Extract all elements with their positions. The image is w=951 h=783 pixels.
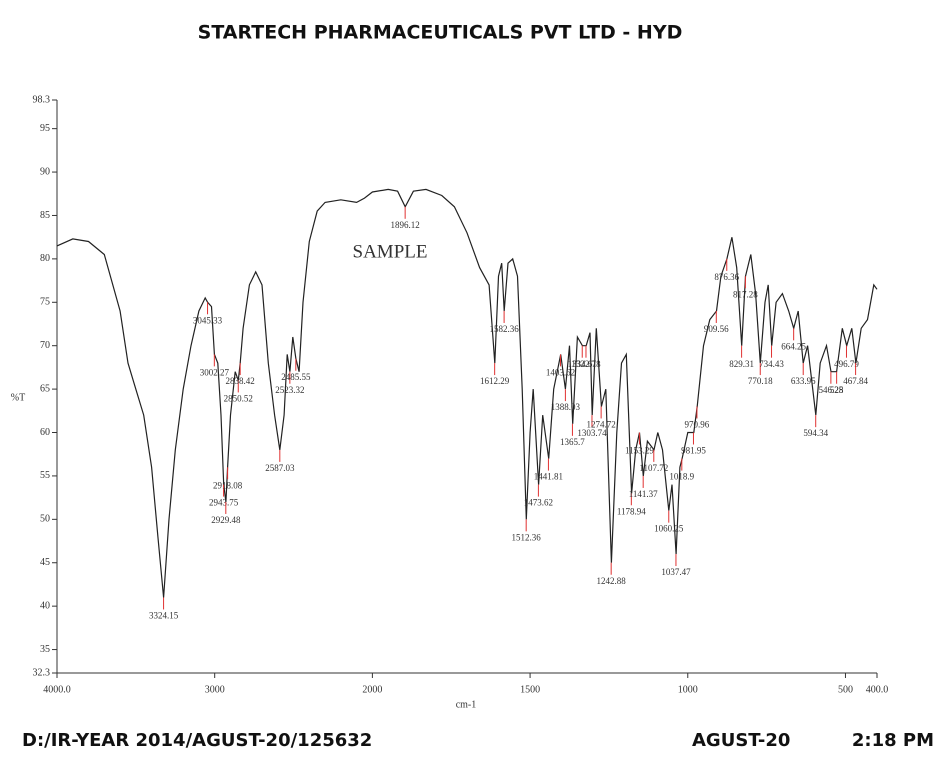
- y-tick-label: 60: [40, 427, 50, 438]
- x-axis-label: cm-1: [456, 699, 477, 710]
- spectrum-line: [56, 188, 878, 598]
- peak-label: 496.79: [834, 359, 859, 369]
- peak-label: 1153.29: [625, 446, 654, 456]
- x-tick-label: 500: [838, 684, 853, 695]
- peak-label: 3045.33: [193, 315, 223, 325]
- y-tick-label: 35: [40, 644, 50, 655]
- y-tick-label: 65: [40, 383, 50, 394]
- y-tick-label: 45: [40, 557, 50, 568]
- y-tick-label: 40: [40, 600, 50, 611]
- y-tick-label: 98.3: [33, 94, 51, 105]
- footer-path: D:/IR-YEAR 2014/AGUST-20/125632: [22, 730, 372, 751]
- peak-label: 633.95: [791, 376, 816, 386]
- peak-label: 829.31: [729, 359, 754, 369]
- peak-label: 970.96: [685, 420, 710, 430]
- peak-label: 770.18: [748, 376, 773, 386]
- peak-label: 1037.47: [661, 567, 691, 577]
- peak-label: 1018.9: [669, 472, 694, 482]
- peak-label: 2838.42: [226, 376, 255, 386]
- x-tick-label: 400.0: [866, 684, 889, 695]
- peak-label: 2850.52: [224, 393, 253, 403]
- peak-label: 2943.75: [209, 498, 239, 508]
- peak-label: 1322.78: [571, 359, 601, 369]
- peak-label: 1274.72: [587, 420, 616, 430]
- peak-label: 2587.03: [265, 463, 295, 473]
- y-tick-label: 90: [40, 166, 50, 177]
- peak-label: 2918.08: [213, 480, 243, 490]
- y-tick-label: 32.3: [33, 667, 51, 678]
- peak-label: 1896.12: [391, 220, 420, 230]
- y-tick-label: 75: [40, 297, 50, 308]
- peak-label: 981.95: [681, 446, 706, 456]
- y-axis-label: %T: [11, 392, 25, 403]
- footer-date: AGUST-20: [692, 730, 790, 751]
- x-tick-label: 2000: [362, 684, 382, 695]
- peak-label: 2485.55: [281, 372, 311, 382]
- peak-label: 1512.36: [512, 532, 542, 542]
- peak-label: 1388.03: [551, 402, 581, 412]
- x-tick-label: 1500: [520, 684, 540, 695]
- peak-label: 546.25: [819, 385, 844, 395]
- peak-label: 1334.61: [568, 359, 597, 369]
- peak-label: 3002.27: [200, 367, 230, 377]
- y-tick-label: 50: [40, 514, 50, 525]
- chart-title: STARTECH PHARMACEUTICALS PVT LTD - HYD: [198, 22, 683, 44]
- y-tick-label: 85: [40, 210, 50, 221]
- peak-label: 1242.88: [597, 576, 627, 586]
- peak-label: 664.25: [781, 341, 806, 351]
- peak-label: 1612.29: [480, 376, 510, 386]
- annotation: SAMPLE: [353, 241, 428, 262]
- peak-label: 2523.32: [275, 385, 304, 395]
- y-tick-label: 95: [40, 123, 50, 134]
- peak-label: 1107.72: [639, 463, 668, 473]
- peak-label: 1178.94: [617, 506, 646, 516]
- peak-label: 1365.7: [560, 437, 585, 447]
- peak-label: 1141.37: [629, 489, 658, 499]
- x-tick-label: 3000: [205, 684, 225, 695]
- peak-label: 1403.62: [546, 367, 575, 377]
- peak-label: 2929.48: [211, 515, 241, 525]
- footer-time: 2:18 PM: [852, 730, 934, 751]
- x-tick-label: 1000: [678, 684, 698, 695]
- y-tick-label: 80: [40, 253, 50, 264]
- peak-label: 909.56: [704, 324, 729, 334]
- peak-label: 1441.81: [534, 472, 563, 482]
- peak-label: 594.34: [803, 428, 828, 438]
- peak-label: 817.28: [733, 289, 758, 299]
- peak-label: 1582.36: [489, 324, 519, 334]
- peak-label: 3324.15: [149, 611, 179, 621]
- y-tick-label: 55: [40, 470, 50, 481]
- y-tick-label: 70: [40, 340, 50, 351]
- x-tick-label: 4000.0: [43, 684, 71, 695]
- peak-label: 528: [830, 385, 844, 395]
- peak-label: 876.36: [714, 272, 739, 282]
- peak-label: 1303.74: [577, 428, 607, 438]
- peak-label: 734.43: [759, 359, 784, 369]
- peak-label: 1473.62: [524, 498, 553, 508]
- peak-label: 467.84: [843, 376, 868, 386]
- peak-label: 1060.25: [654, 524, 684, 534]
